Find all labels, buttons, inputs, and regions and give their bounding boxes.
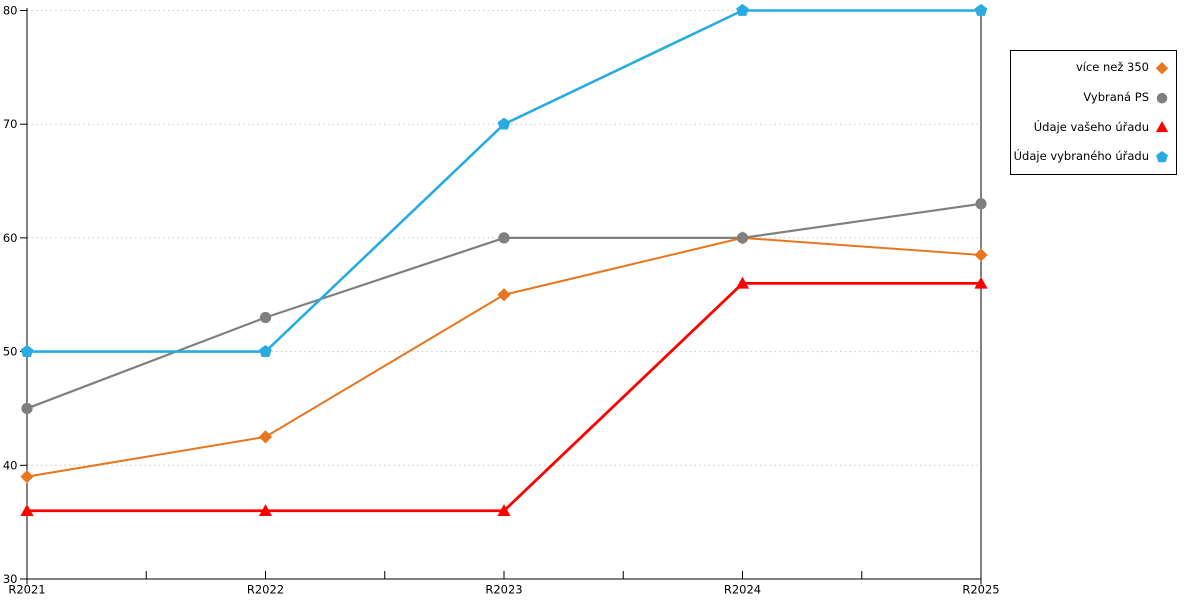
triangle-legend-icon <box>1155 121 1169 133</box>
diamond-marker-s0-p2 <box>497 288 511 302</box>
x-axis-label-R2023: R2023 <box>485 583 522 597</box>
triangle-glyph <box>1155 121 1169 133</box>
pentagon-marker-s3-p1 <box>259 345 272 357</box>
x-axis-label-R2025: R2025 <box>962 583 999 597</box>
triangle-marker-s2-p2 <box>497 504 511 517</box>
y-axis-label-60: 60 <box>3 231 18 245</box>
legend-item-1: Vybraná PS <box>1011 91 1176 105</box>
diamond-marker-s0-p4 <box>974 248 988 262</box>
x-axis-label-R2022: R2022 <box>247 583 284 597</box>
triangle-marker-s2-p1 <box>258 504 273 517</box>
triangle-marker-s2-p3 <box>735 276 750 289</box>
circle-glyph <box>1156 92 1168 104</box>
pentagon-marker-s3-p0 <box>20 345 34 357</box>
diamond-marker-s0-p1 <box>258 430 273 444</box>
pentagon-marker-s3-p2 <box>497 117 511 130</box>
circle-legend-icon <box>1156 92 1168 104</box>
diamond-marker-s0-p0 <box>20 470 34 484</box>
legend-label: Údaje vašeho úřadu <box>1033 119 1149 134</box>
y-axis-label-50: 50 <box>3 345 18 359</box>
legend-label: více než 350 <box>1075 60 1149 75</box>
series-line-2 <box>25 281 983 513</box>
circle-marker-s1-p0 <box>21 402 33 415</box>
series-line-0 <box>26 236 982 478</box>
circle-marker-s1-p3 <box>736 232 749 244</box>
diamond-legend-icon <box>1155 61 1169 75</box>
triangle-marker-s2-p0 <box>20 504 34 517</box>
pentagon-marker-s3-p3 <box>736 3 749 16</box>
legend-item-0: více než 350 <box>1011 61 1176 75</box>
legend-label: Údaje vybraného úřadu <box>1013 149 1149 164</box>
circle-marker-s1-p2 <box>498 232 510 244</box>
legend-label: Vybraná PS <box>1083 89 1149 104</box>
circle-marker-s1-p1 <box>259 311 272 324</box>
circle-marker-s1-p4 <box>975 198 987 210</box>
pentagon-glyph <box>1156 151 1168 163</box>
y-axis-label-80: 80 <box>3 4 18 18</box>
pentagon-marker-s3-p4 <box>974 3 988 16</box>
pentagon-legend-icon <box>1156 151 1168 163</box>
x-axis-label-R2024: R2024 <box>724 583 761 597</box>
legend-item-3: Údaje vybraného úřadu <box>1011 150 1176 164</box>
triangle-marker-s2-p4 <box>974 276 988 289</box>
y-axis-label-70: 70 <box>3 117 18 131</box>
y-axis-label-40: 40 <box>3 458 18 472</box>
legend-item-2: Údaje vašeho úřadu <box>1011 120 1176 134</box>
diamond-glyph <box>1155 61 1169 75</box>
x-axis-label-R2021: R2021 <box>8 583 45 597</box>
y-axis-label-30: 30 <box>3 572 18 586</box>
chart-legend: více než 350 Vybraná PS Údaje vašeho úřadu… <box>1010 50 1177 175</box>
